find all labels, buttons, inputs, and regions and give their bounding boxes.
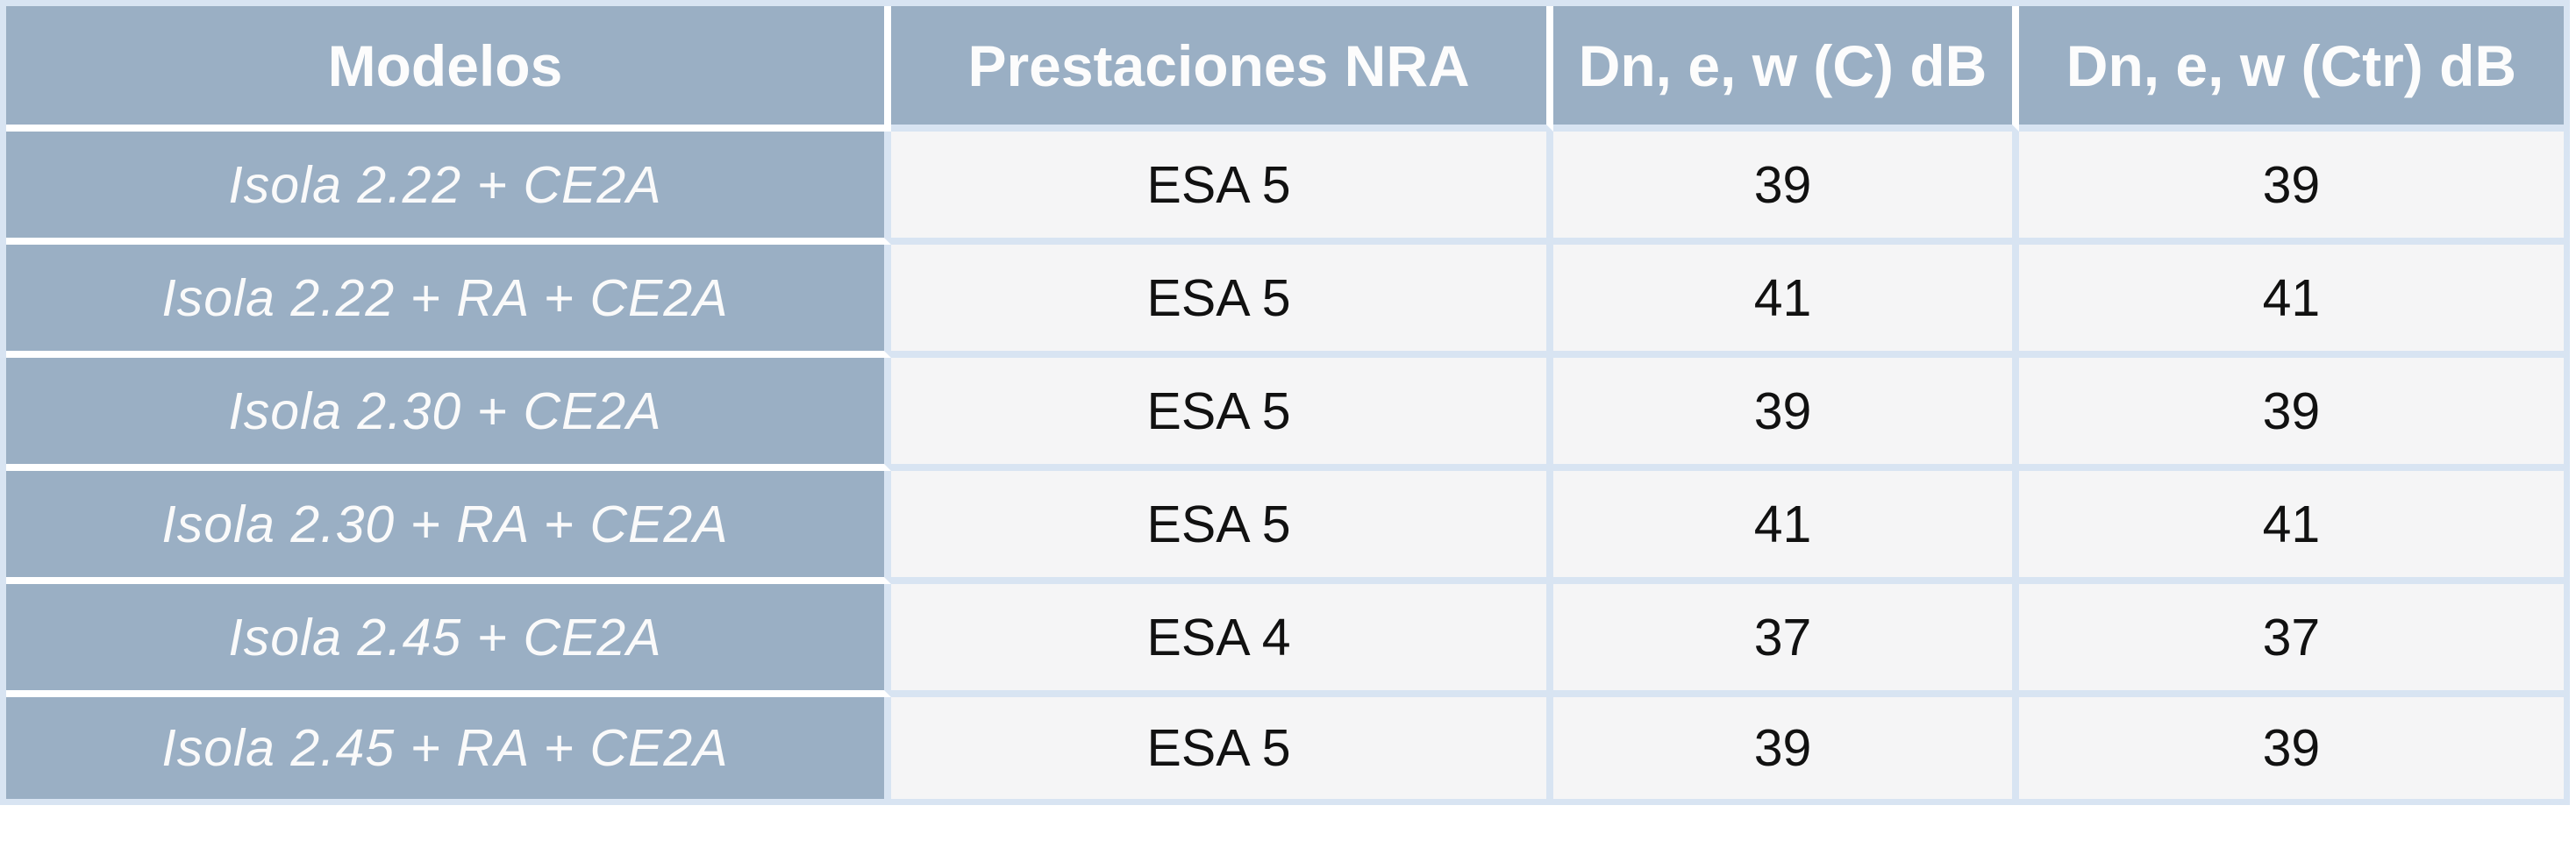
cell-modelo: Isola 2.45 + RA + CE2A (6, 697, 891, 799)
dn-c-value: 37 (1753, 608, 1812, 666)
dn-c-value: 39 (1753, 719, 1812, 778)
table-row: Isola 2.30 + CE2A ESA 5 39 39 (6, 358, 2564, 472)
cell-nra: ESA 4 (890, 584, 1554, 698)
cell-nra: ESA 5 (890, 245, 1554, 359)
column-header-label: Dn, e, w (Ctr) dB (2066, 32, 2517, 98)
column-header-prestaciones-nra: Prestaciones NRA (890, 6, 1554, 132)
cell-dn-ctr: 41 (2018, 471, 2564, 585)
cell-dn-c: 37 (1553, 584, 2019, 698)
table-row: Isola 2.22 + CE2A ESA 5 39 39 (6, 132, 2564, 246)
cell-dn-ctr: 41 (2018, 245, 2564, 359)
table-body: Isola 2.22 + CE2A ESA 5 39 39 Isola 2.22… (6, 132, 2564, 799)
cell-dn-c: 39 (1553, 697, 2019, 799)
table-row: Isola 2.45 + RA + CE2A ESA 5 39 39 (6, 697, 2564, 799)
dn-c-value: 41 (1753, 268, 1812, 327)
dn-ctr-value: 37 (2262, 608, 2321, 666)
table-row: Isola 2.30 + RA + CE2A ESA 5 41 41 (6, 471, 2564, 585)
cell-dn-ctr: 39 (2018, 697, 2564, 799)
cell-dn-c: 39 (1553, 358, 2019, 472)
dn-c-value: 39 (1753, 381, 1812, 440)
column-header-label: Dn, e, w (C) dB (1578, 32, 1987, 98)
cell-dn-c: 39 (1553, 132, 2019, 246)
column-header-label: Modelos (327, 32, 563, 98)
cell-modelo: Isola 2.22 + CE2A (6, 132, 891, 246)
cell-modelo: Isola 2.30 + CE2A (6, 358, 891, 472)
nra-value: ESA 4 (1146, 608, 1291, 666)
cell-nra: ESA 5 (890, 471, 1554, 585)
dn-ctr-value: 41 (2262, 495, 2321, 553)
modelo-value: Isola 2.45 + RA + CE2A (161, 719, 729, 778)
nra-value: ESA 5 (1146, 495, 1291, 553)
dn-c-value: 41 (1753, 495, 1812, 553)
header-row: Modelos Prestaciones NRA Dn, e, w (C) dB… (6, 6, 2564, 132)
cell-nra: ESA 5 (890, 358, 1554, 472)
table-outer-border: Modelos Prestaciones NRA Dn, e, w (C) dB… (0, 0, 2570, 805)
cell-dn-c: 41 (1553, 471, 2019, 585)
cell-modelo: Isola 2.45 + CE2A (6, 584, 891, 698)
nra-value: ESA 5 (1146, 155, 1291, 214)
nra-value: ESA 5 (1146, 268, 1291, 327)
nra-value: ESA 5 (1146, 381, 1291, 440)
table-header: Modelos Prestaciones NRA Dn, e, w (C) dB… (6, 6, 2564, 132)
dn-ctr-value: 39 (2262, 381, 2321, 440)
dn-c-value: 39 (1753, 155, 1812, 214)
column-header-dnew-ctr-db: Dn, e, w (Ctr) dB (2018, 6, 2564, 132)
column-header-modelos: Modelos (6, 6, 891, 132)
column-header-dnew-c-db: Dn, e, w (C) dB (1553, 6, 2019, 132)
cell-dn-c: 41 (1553, 245, 2019, 359)
cell-nra: ESA 5 (890, 132, 1554, 246)
cell-modelo: Isola 2.22 + RA + CE2A (6, 245, 891, 359)
cell-nra: ESA 5 (890, 697, 1554, 799)
modelo-value: Isola 2.30 + RA + CE2A (161, 495, 729, 553)
table-row: Isola 2.45 + CE2A ESA 4 37 37 (6, 584, 2564, 698)
dn-ctr-value: 39 (2262, 155, 2321, 214)
modelo-value: Isola 2.45 + CE2A (228, 608, 662, 666)
column-header-label: Prestaciones NRA (967, 32, 1470, 98)
modelo-value: Isola 2.22 + CE2A (228, 155, 662, 214)
acoustic-performance-table: Modelos Prestaciones NRA Dn, e, w (C) dB… (6, 6, 2564, 799)
cell-dn-ctr: 37 (2018, 584, 2564, 698)
cell-dn-ctr: 39 (2018, 132, 2564, 246)
cell-dn-ctr: 39 (2018, 358, 2564, 472)
dn-ctr-value: 41 (2262, 268, 2321, 327)
modelo-value: Isola 2.30 + CE2A (228, 381, 662, 440)
cell-modelo: Isola 2.30 + RA + CE2A (6, 471, 891, 585)
modelo-value: Isola 2.22 + RA + CE2A (161, 268, 729, 327)
dn-ctr-value: 39 (2262, 719, 2321, 778)
nra-value: ESA 5 (1146, 719, 1291, 778)
table-row: Isola 2.22 + RA + CE2A ESA 5 41 41 (6, 245, 2564, 359)
